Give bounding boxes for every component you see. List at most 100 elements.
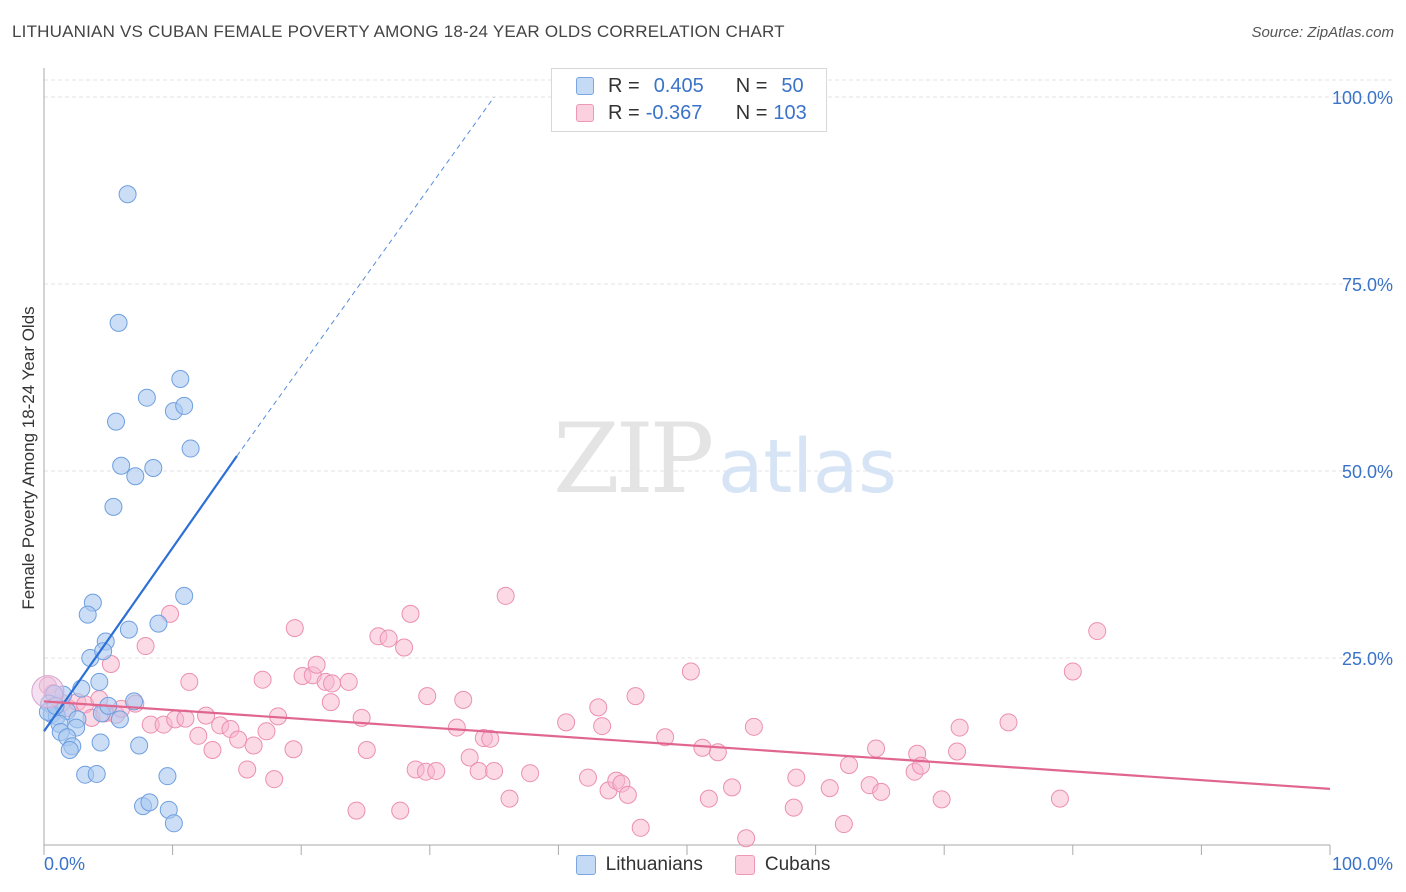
lithuanian-point	[175, 586, 194, 605]
lithuanian-point	[119, 620, 138, 639]
legend-n-value: 103	[773, 101, 807, 124]
lithuanian-point	[175, 396, 194, 415]
lithuanian-points	[31, 185, 200, 833]
cuban-point	[744, 717, 763, 736]
lithuanian-point	[158, 767, 177, 786]
cuban-point	[321, 693, 340, 712]
lithuanian-point	[144, 459, 163, 478]
lithuanian-point	[94, 642, 113, 661]
lithuanian-point	[91, 733, 110, 752]
lithuanian-point	[126, 467, 145, 486]
cuban-point	[395, 638, 414, 657]
cuban-trend-line	[43, 700, 1331, 790]
lithuanian-point	[72, 679, 91, 698]
lithuanian-point	[137, 388, 156, 407]
cuban-point	[948, 742, 967, 761]
origin-cluster-point	[31, 675, 65, 709]
cuban-point	[999, 713, 1018, 732]
cuban-point	[323, 674, 342, 693]
cubans-label: Cubans	[764, 854, 831, 875]
lithuanian-point	[87, 764, 106, 783]
cuban-point	[699, 789, 718, 808]
legend-n-label: N =	[735, 101, 768, 124]
series-legend: Lithuanians Cubans	[0, 852, 1406, 878]
cuban-point	[469, 761, 488, 780]
lithuanian-point	[107, 412, 126, 431]
cuban-point	[1050, 789, 1069, 808]
legend-item-cubans[interactable]: Cubans	[734, 854, 831, 876]
lithuanian-trend-line	[43, 455, 238, 732]
legend-swatch-cubans	[576, 104, 594, 122]
legend-r-label: R =	[608, 74, 640, 97]
cuban-point	[161, 604, 180, 623]
cuban-point	[427, 761, 446, 780]
lithuanian-point	[149, 614, 168, 633]
cuban-point	[257, 722, 276, 741]
cuban-point	[589, 698, 608, 717]
cuban-point	[723, 778, 742, 797]
cuban-point	[618, 785, 637, 804]
cuban-point	[203, 741, 222, 760]
legend-r-label: R =	[608, 101, 640, 124]
cuban-point	[136, 637, 155, 656]
cuban-point	[307, 655, 326, 674]
cuban-point	[784, 798, 803, 817]
cuban-point	[840, 755, 859, 774]
cuban-point	[820, 779, 839, 798]
cuban-point	[176, 709, 195, 728]
source-credit: Source: ZipAtlas.com	[1251, 24, 1394, 41]
legend-n-label: N =	[735, 74, 768, 97]
watermark-zip: ZIP	[553, 403, 712, 515]
cuban-point	[593, 717, 612, 736]
lithuanian-point	[112, 456, 131, 475]
lithuanian-point	[78, 605, 97, 624]
cuban-point	[681, 662, 700, 681]
cuban-point	[1088, 622, 1107, 641]
cuban-point	[485, 761, 504, 780]
chart-title: LITHUANIAN VS CUBAN FEMALE POVERTY AMONG…	[12, 22, 785, 41]
legend-r-value: -0.367	[645, 101, 703, 124]
cuban-point	[244, 736, 263, 755]
cuban-point	[867, 739, 886, 758]
cuban-point	[578, 768, 597, 787]
cuban-point	[454, 690, 473, 709]
cuban-point	[197, 706, 216, 725]
cuban-point	[180, 672, 199, 691]
cuban-point	[379, 629, 398, 648]
cuban-point	[481, 729, 500, 748]
trend-lines	[43, 96, 1331, 790]
cuban-point	[285, 619, 304, 638]
lithuanian-point	[171, 369, 190, 388]
cuban-point	[787, 768, 806, 787]
cuban-point	[391, 801, 410, 820]
lithuanian-point	[109, 313, 128, 332]
y-axis-title: Female Poverty Among 18-24 Year Olds	[19, 306, 38, 609]
axis-labels: 25.0% 50.0% 75.0% 100.0% 0.0% 100.0% Female Po…	[19, 88, 1393, 874]
cuban-point	[460, 748, 479, 767]
legend-item-lithuanians[interactable]: Lithuanians	[575, 854, 703, 876]
watermark: ZIP atlas	[553, 403, 897, 515]
cuban-point	[656, 728, 675, 747]
lithuanian-point	[110, 710, 129, 729]
cuban-point	[189, 726, 208, 745]
lithuanian-point	[104, 497, 123, 516]
y-tick-label: 75.0%	[1342, 275, 1393, 295]
y-tick-label: 25.0%	[1342, 649, 1393, 669]
lithuanian-point	[164, 814, 183, 833]
lithuanian-point	[130, 736, 149, 755]
cuban-point	[1063, 662, 1082, 681]
cuban-point	[834, 815, 853, 834]
y-tick-label: 100.0%	[1332, 88, 1393, 108]
correlation-legend: R = 0.405 N = 50 R = -0.367 N = 103	[551, 68, 827, 132]
cuban-point	[447, 718, 466, 737]
cuban-point	[737, 829, 756, 848]
cuban-point	[521, 764, 540, 783]
cuban-point	[557, 713, 576, 732]
cubans-swatch	[734, 855, 755, 875]
cuban-point	[339, 672, 358, 691]
cuban-point	[631, 818, 650, 837]
legend-n-value: 50	[781, 74, 804, 97]
lithuanian-trend-extension	[236, 96, 495, 457]
cuban-point	[496, 586, 515, 605]
